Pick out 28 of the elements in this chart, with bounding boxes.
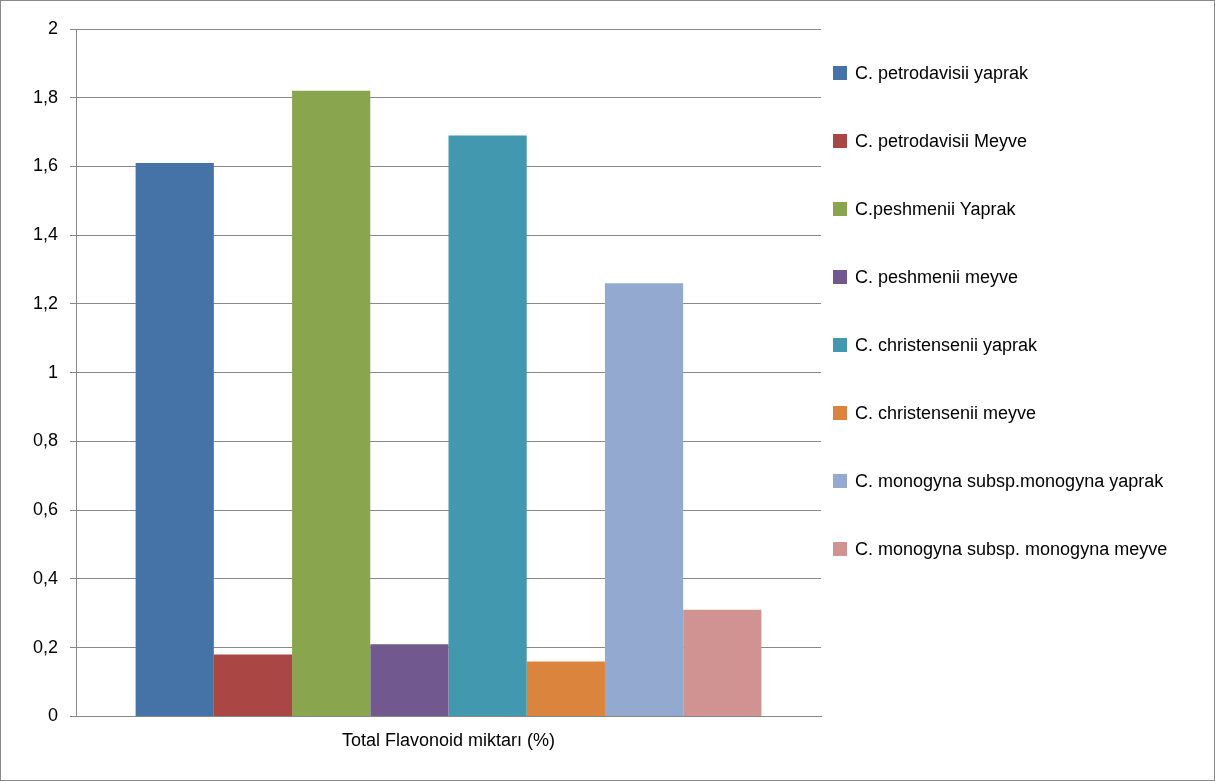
y-tick-label: 0,6 [32, 499, 59, 520]
legend-label: C. monogyna subsp.monogyna yaprak [855, 470, 1164, 493]
legend-label: C. christensenii meyve [855, 402, 1037, 425]
bar [448, 135, 527, 716]
bar [526, 661, 605, 716]
legend-label: C. peshmenii meyve [855, 266, 1019, 289]
bar [370, 644, 449, 716]
legend-label: C. monogyna subsp. monogyna meyve [855, 538, 1168, 561]
bar [683, 609, 762, 716]
y-tick-label: 1,8 [32, 86, 59, 107]
y-tick-label: 0,8 [32, 430, 59, 451]
bar [292, 90, 371, 716]
y-tick-label: 1 [48, 361, 59, 382]
legend-label: C.peshmenii Yaprak [855, 198, 1016, 221]
bar [604, 283, 684, 716]
bar [135, 163, 214, 716]
legend-label: C. petrodavisii Meyve [855, 130, 1028, 153]
legend-label: C. petrodavisii yaprak [855, 62, 1029, 85]
y-tick-label: 0,4 [32, 567, 59, 588]
y-tick-label: 1,6 [32, 155, 59, 176]
bar [213, 654, 293, 716]
y-tick-label: 2 [48, 17, 59, 38]
y-tick-label: 1,2 [32, 292, 59, 313]
legend-label: C. christensenii yaprak [855, 334, 1038, 357]
y-tick-label: 0,2 [32, 636, 59, 657]
y-tick-label: 1,4 [32, 224, 59, 245]
x-tick-label: Total Flavonoid miktarı (%) [341, 730, 556, 751]
y-tick-label: 0 [48, 705, 59, 726]
